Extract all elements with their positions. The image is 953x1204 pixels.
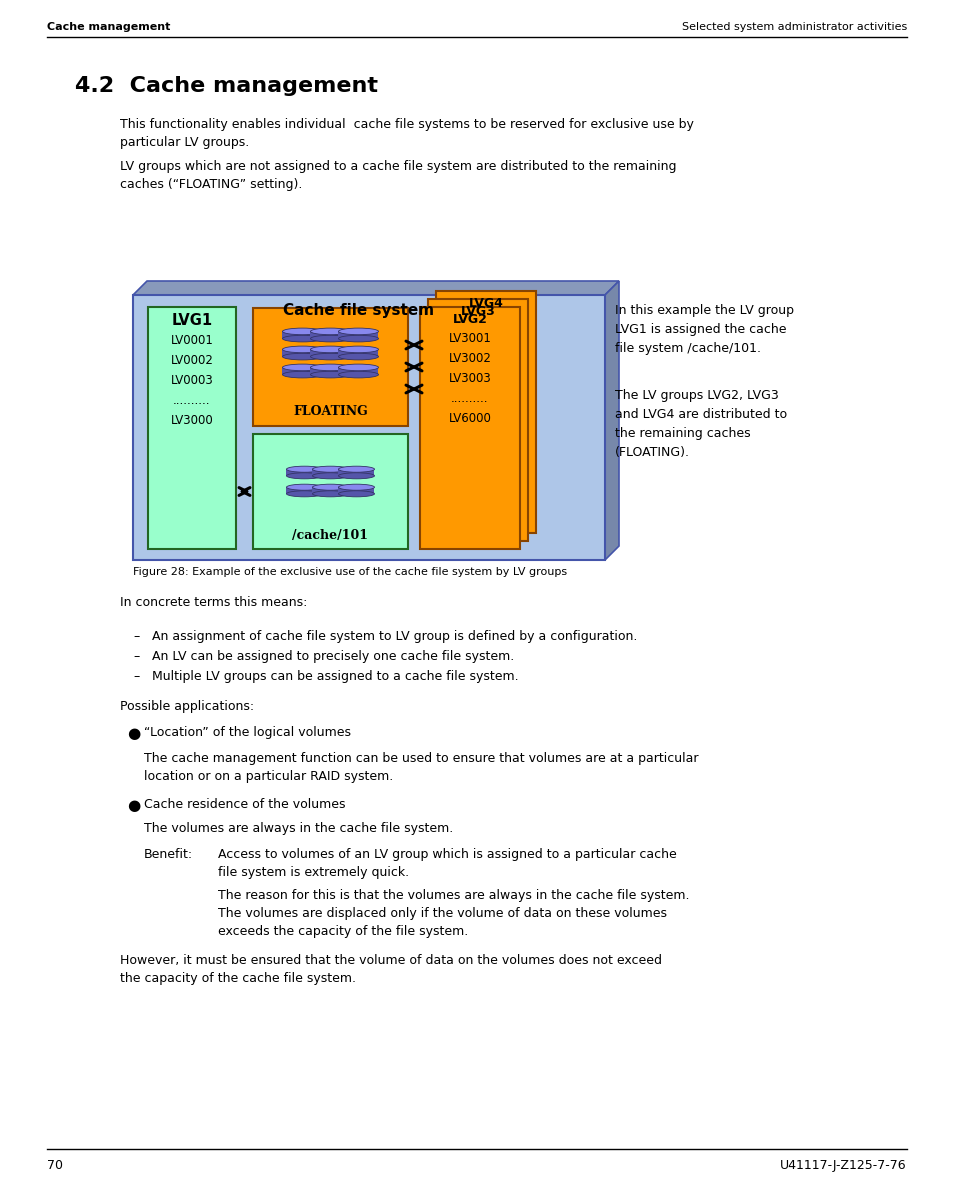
Text: –: – [132, 650, 139, 663]
Text: –: – [132, 630, 139, 643]
Text: LV3001: LV3001 [448, 332, 491, 346]
Text: In this example the LV group
LVG1 is assigned the cache
file system /cache/101.: In this example the LV group LVG1 is ass… [615, 303, 793, 355]
Polygon shape [313, 488, 348, 494]
Text: Figure 28: Example of the exclusive use of the cache file system by LV groups: Figure 28: Example of the exclusive use … [132, 567, 566, 577]
Text: Multiple LV groups can be assigned to a cache file system.: Multiple LV groups can be assigned to a … [152, 669, 518, 683]
Text: Selected system administrator activities: Selected system administrator activities [681, 22, 906, 33]
Ellipse shape [282, 364, 322, 371]
Text: LV3000: LV3000 [171, 414, 213, 427]
Text: An assignment of cache file system to LV group is defined by a configuration.: An assignment of cache file system to LV… [152, 630, 637, 643]
Polygon shape [282, 331, 322, 338]
Ellipse shape [338, 371, 378, 378]
Text: The cache management function can be used to ensure that volumes are at a partic: The cache management function can be use… [144, 752, 698, 783]
Ellipse shape [310, 346, 350, 353]
Text: ●: ● [127, 726, 140, 740]
Text: An LV can be assigned to precisely one cache file system.: An LV can be assigned to precisely one c… [152, 650, 514, 663]
Ellipse shape [313, 466, 348, 472]
Polygon shape [286, 488, 322, 494]
Ellipse shape [310, 329, 350, 335]
Text: LV groups which are not assigned to a cache file system are distributed to the r: LV groups which are not assigned to a ca… [120, 160, 676, 191]
Ellipse shape [313, 491, 348, 497]
Ellipse shape [310, 364, 350, 371]
Text: LV3003: LV3003 [448, 372, 491, 385]
Text: This functionality enables individual  cache file systems to be reserved for exc: This functionality enables individual ca… [120, 118, 693, 149]
Ellipse shape [286, 484, 322, 490]
Ellipse shape [286, 473, 322, 479]
FancyBboxPatch shape [253, 433, 408, 549]
Ellipse shape [338, 473, 375, 479]
Ellipse shape [310, 335, 350, 342]
Ellipse shape [310, 353, 350, 360]
Text: LV0002: LV0002 [171, 354, 213, 367]
Text: Access to volumes of an LV group which is assigned to a particular cache
file sy: Access to volumes of an LV group which i… [218, 848, 676, 879]
Text: However, it must be ensured that the volume of data on the volumes does not exce: However, it must be ensured that the vol… [120, 954, 661, 985]
Text: LVG1: LVG1 [172, 313, 213, 327]
Polygon shape [338, 349, 378, 356]
Polygon shape [132, 281, 618, 295]
Ellipse shape [313, 484, 348, 490]
Text: LVG4: LVG4 [468, 297, 503, 309]
Ellipse shape [313, 473, 348, 479]
Text: –: – [132, 669, 139, 683]
Ellipse shape [338, 484, 375, 490]
Ellipse shape [338, 491, 375, 497]
Ellipse shape [282, 335, 322, 342]
Ellipse shape [338, 335, 378, 342]
Ellipse shape [286, 466, 322, 472]
Text: 4.2  Cache management: 4.2 Cache management [75, 76, 377, 96]
Ellipse shape [338, 466, 375, 472]
Text: 70: 70 [47, 1159, 63, 1171]
Text: ●: ● [127, 798, 140, 813]
Text: Cache file system: Cache file system [283, 303, 435, 318]
Polygon shape [310, 367, 350, 374]
FancyBboxPatch shape [253, 308, 408, 426]
Ellipse shape [310, 371, 350, 378]
Polygon shape [282, 349, 322, 356]
Text: LV0003: LV0003 [171, 374, 213, 386]
Polygon shape [286, 470, 322, 476]
Text: The reason for this is that the volumes are always in the cache file system.
The: The reason for this is that the volumes … [218, 889, 689, 938]
FancyBboxPatch shape [419, 307, 519, 549]
Text: /cache/101: /cache/101 [293, 529, 368, 542]
FancyBboxPatch shape [132, 295, 604, 560]
Ellipse shape [338, 346, 378, 353]
Text: Possible applications:: Possible applications: [120, 700, 253, 713]
Text: The LV groups LVG2, LVG3
and LVG4 are distributed to
the remaining caches
(FLOAT: The LV groups LVG2, LVG3 and LVG4 are di… [615, 389, 786, 459]
Text: LV0001: LV0001 [171, 334, 213, 347]
Ellipse shape [282, 353, 322, 360]
Polygon shape [310, 349, 350, 356]
Text: U41117-J-Z125-7-76: U41117-J-Z125-7-76 [780, 1159, 906, 1171]
Ellipse shape [338, 353, 378, 360]
Polygon shape [604, 281, 618, 560]
Text: LV3002: LV3002 [448, 352, 491, 365]
Text: LV6000: LV6000 [448, 412, 491, 425]
Ellipse shape [282, 329, 322, 335]
Ellipse shape [286, 491, 322, 497]
Ellipse shape [282, 346, 322, 353]
FancyBboxPatch shape [148, 307, 235, 549]
Polygon shape [338, 367, 378, 374]
Text: ..........: .......... [451, 393, 488, 405]
Text: FLOATING: FLOATING [293, 405, 368, 418]
FancyBboxPatch shape [428, 299, 527, 541]
Polygon shape [338, 470, 375, 476]
Polygon shape [338, 488, 375, 494]
Text: Benefit:: Benefit: [144, 848, 193, 861]
Polygon shape [310, 331, 350, 338]
Text: Cache management: Cache management [47, 22, 171, 33]
Text: Cache residence of the volumes: Cache residence of the volumes [144, 798, 345, 811]
Ellipse shape [282, 371, 322, 378]
Text: The volumes are always in the cache file system.: The volumes are always in the cache file… [144, 822, 453, 836]
Text: “Location” of the logical volumes: “Location” of the logical volumes [144, 726, 351, 739]
Polygon shape [338, 331, 378, 338]
Ellipse shape [338, 364, 378, 371]
Text: In concrete terms this means:: In concrete terms this means: [120, 596, 307, 609]
Text: LVG2: LVG2 [452, 313, 487, 326]
FancyBboxPatch shape [436, 291, 536, 533]
Polygon shape [282, 367, 322, 374]
Ellipse shape [338, 329, 378, 335]
Text: ..........: .......... [173, 394, 211, 407]
Polygon shape [313, 470, 348, 476]
Text: LVG3: LVG3 [460, 305, 495, 318]
